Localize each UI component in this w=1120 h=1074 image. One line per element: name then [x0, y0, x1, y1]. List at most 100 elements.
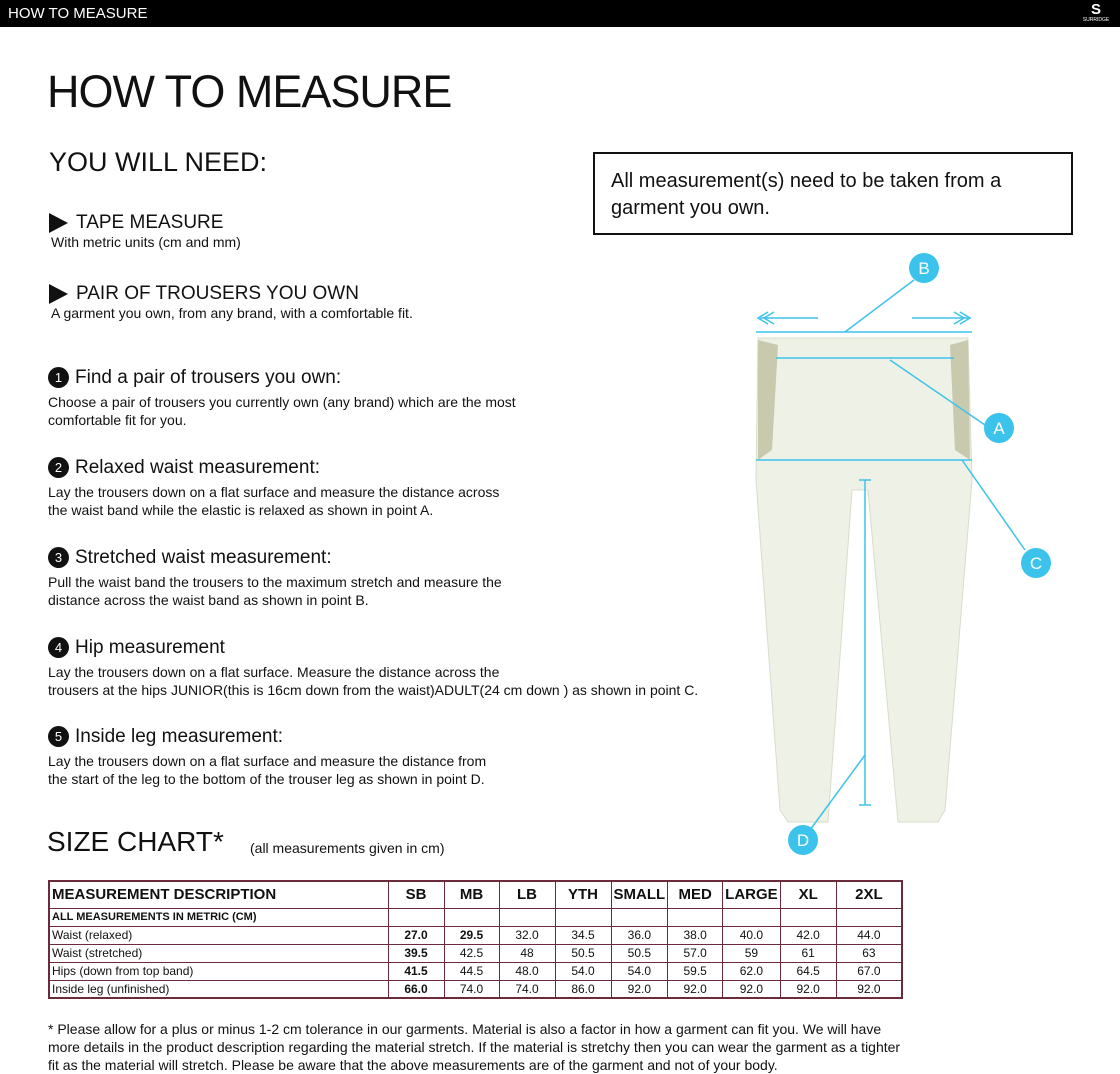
size-value-cell: 39.5: [387, 943, 445, 963]
size-value-cell: 38.0: [667, 925, 724, 945]
need-item-desc: A garment you own, from any brand, with …: [51, 305, 413, 321]
size-value-cell: 64.5: [779, 961, 837, 981]
empty-cell: [498, 907, 556, 927]
size-value-cell: 61: [779, 943, 837, 963]
step-title: Find a pair of trousers you own:: [75, 367, 342, 388]
step-text-line: the start of the leg to the bottom of th…: [48, 771, 485, 787]
size-value-cell: 29.5: [443, 925, 500, 945]
empty-cell: [554, 907, 612, 927]
step-3: 3 Stretched waist measurement: Pull the wa…: [48, 547, 502, 609]
column-header-size: SMALL: [610, 880, 669, 909]
label-b: B: [918, 259, 929, 278]
footnote: * Please allow for a plus or minus 1-2 c…: [48, 1021, 901, 1073]
step-number-badge: 1: [48, 367, 69, 389]
label-a: A: [993, 419, 1005, 438]
size-value-cell: 42.0: [779, 925, 837, 945]
step-text-line: Lay the trousers down on a flat surface.…: [48, 664, 500, 680]
step-2: 2 Relaxed waist measurement: Lay the trous…: [48, 457, 499, 519]
column-header-size: MED: [667, 880, 724, 909]
step-title: Inside leg measurement:: [75, 726, 284, 747]
step-number-badge: 2: [48, 457, 69, 479]
size-value-cell: 92.0: [667, 979, 724, 999]
step-text-line: comfortable fit for you.: [48, 412, 187, 428]
need-item-tape: TAPE MEASURE With metric units (cm and m…: [49, 212, 241, 250]
step-text-line: the waist band while the elastic is rela…: [48, 502, 434, 518]
step-title: Stretched waist measurement:: [75, 547, 332, 568]
empty-cell: [443, 907, 500, 927]
size-value-cell: 62.0: [722, 961, 781, 981]
size-value-cell: 66.0: [387, 979, 445, 999]
column-header-size: LARGE: [722, 880, 781, 909]
step-text-line: distance across the waist band as shown …: [48, 592, 369, 608]
size-value-cell: 44.5: [443, 961, 500, 981]
table-row: Waist (relaxed) 27.0 29.5 32.0 34.5 36.0 38.0 4…: [48, 925, 903, 945]
size-value-cell: 86.0: [554, 979, 612, 999]
step-text-line: Pull the waist band the trousers to the …: [48, 574, 502, 590]
subheader-cell: ALL MEASUREMENTS IN METRIC (CM): [48, 907, 389, 927]
step-5: 5 Inside leg measurement: Lay the trousers…: [48, 726, 486, 788]
label-c: C: [1030, 554, 1042, 573]
empty-cell: [722, 907, 781, 927]
need-item-title: PAIR OF TROUSERS YOU OWN: [76, 283, 359, 304]
step-number-badge: 3: [48, 547, 69, 569]
size-value-cell: 54.0: [610, 961, 669, 981]
size-value-cell: 40.0: [722, 925, 781, 945]
size-value-cell: 48: [498, 943, 556, 963]
notice-box: All measurement(s) need to be taken from…: [593, 152, 1073, 235]
play-triangle-icon: [49, 212, 68, 233]
need-item-desc: With metric units (cm and mm): [51, 234, 241, 250]
size-value-cell: 74.0: [498, 979, 556, 999]
size-value-cell: 42.5: [443, 943, 500, 963]
empty-cell: [835, 907, 903, 927]
step-text-line: Lay the trousers down on a flat surface …: [48, 484, 500, 500]
size-value-cell: 67.0: [835, 961, 903, 981]
step-text-line: Choose a pair of trousers you currently …: [48, 394, 516, 410]
row-label: Inside leg (unfinished): [48, 979, 389, 999]
label-a-marker: [984, 413, 1014, 443]
size-value-cell: 32.0: [498, 925, 556, 945]
column-header-description: MEASUREMENT DESCRIPTION: [48, 880, 389, 909]
size-value-cell: 59.5: [667, 961, 724, 981]
empty-cell: [610, 907, 669, 927]
column-header-size: YTH: [554, 880, 612, 909]
row-label: Waist (stretched): [48, 943, 389, 963]
need-item-trousers: PAIR OF TROUSERS YOU OWN A garment you o…: [49, 283, 413, 321]
size-value-cell: 92.0: [722, 979, 781, 999]
top-bar: HOW TO MEASURE S SURRIDGE: [0, 0, 1120, 27]
you-will-need-heading: YOU WILL NEED:: [49, 147, 268, 177]
table-row: Inside leg (unfinished) 66.0 74.0 74.0 86.0 9…: [48, 979, 903, 999]
size-value-cell: 34.5: [554, 925, 612, 945]
step-4: 4 Hip measurement Lay the trousers down on…: [48, 637, 698, 699]
label-c-marker: [1021, 548, 1051, 578]
page-title: HOW TO MEASURE: [47, 66, 452, 117]
size-value-cell: 48.0: [498, 961, 556, 981]
label-b-marker: [909, 253, 939, 283]
row-label: Waist (relaxed): [48, 925, 389, 945]
size-value-cell: 54.0: [554, 961, 612, 981]
size-value-cell: 50.5: [610, 943, 669, 963]
size-value-cell: 36.0: [610, 925, 669, 945]
trousers-image: [755, 337, 973, 823]
empty-cell: [779, 907, 837, 927]
step-title: Relaxed waist measurement:: [75, 457, 320, 478]
surridge-logo: S SURRIDGE: [1082, 1, 1110, 23]
units-note: (all measurements given in cm): [250, 840, 445, 856]
play-triangle-icon: [49, 283, 68, 304]
step-title: Hip measurement: [75, 637, 225, 658]
step-text-line: Lay the trousers down on a flat surface …: [48, 753, 487, 769]
label-d: D: [797, 831, 809, 850]
column-header-size: SB: [387, 880, 445, 909]
size-chart-table: MEASUREMENT DESCRIPTION SB MB LB YTH SMALL MED…: [48, 880, 904, 999]
empty-cell: [667, 907, 724, 927]
top-bar-title: HOW TO MEASURE: [8, 5, 148, 22]
empty-cell: [387, 907, 445, 927]
row-label: Hips (down from top band): [48, 961, 389, 981]
table-row: Waist (stretched) 39.5 42.5 48 50.5 50.5 57.0 5…: [48, 943, 903, 963]
column-header-size: LB: [498, 880, 556, 909]
size-value-cell: 92.0: [779, 979, 837, 999]
size-value-cell: 44.0: [835, 925, 903, 945]
column-header-size: XL: [779, 880, 837, 909]
table-subheader-row: ALL MEASUREMENTS IN METRIC (CM): [48, 907, 903, 927]
trousers-diagram: B A C D: [755, 253, 1051, 855]
size-value-cell: 63: [835, 943, 903, 963]
